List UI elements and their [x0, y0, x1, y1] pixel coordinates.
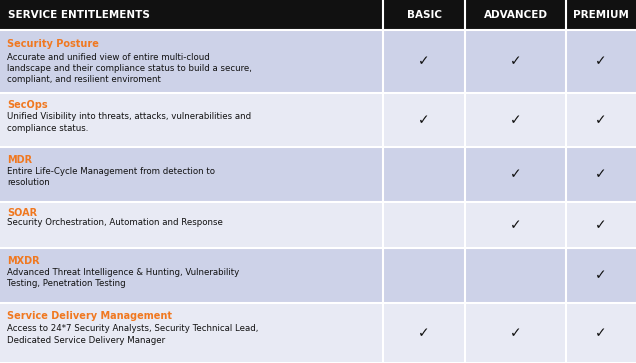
Text: ✓: ✓ — [595, 218, 607, 232]
Text: PREMIUM: PREMIUM — [573, 10, 629, 20]
Bar — [566, 147, 636, 202]
Bar — [566, 248, 636, 303]
Text: BASIC: BASIC — [406, 10, 441, 20]
Text: ✓: ✓ — [418, 113, 430, 127]
Text: SOAR: SOAR — [7, 208, 37, 218]
Bar — [383, 202, 465, 248]
Bar — [0, 93, 383, 147]
Text: ✓: ✓ — [509, 113, 522, 127]
Text: MXDR: MXDR — [7, 256, 39, 266]
Bar — [383, 30, 465, 93]
Text: SecOps: SecOps — [7, 100, 48, 110]
Text: ✓: ✓ — [595, 113, 607, 127]
Bar — [383, 248, 465, 303]
Bar — [383, 93, 465, 147]
Bar — [0, 202, 383, 248]
Bar — [383, 147, 465, 202]
Bar — [0, 303, 383, 363]
Text: Security Posture: Security Posture — [7, 39, 99, 49]
Text: ✓: ✓ — [509, 54, 522, 68]
Text: ✓: ✓ — [509, 218, 522, 232]
Bar — [465, 303, 566, 363]
Bar — [465, 0, 566, 30]
Bar — [0, 248, 383, 303]
Bar — [383, 303, 465, 363]
Text: ADVANCED: ADVANCED — [483, 10, 548, 20]
Text: Security Orchestration, Automation and Response: Security Orchestration, Automation and R… — [7, 219, 223, 228]
Bar — [465, 30, 566, 93]
Bar — [0, 147, 383, 202]
Text: ✓: ✓ — [595, 268, 607, 282]
Bar — [465, 93, 566, 147]
Text: ✓: ✓ — [595, 326, 607, 340]
Text: Advanced Threat Intelligence & Hunting, Vulnerability
Testing, Penetration Testi: Advanced Threat Intelligence & Hunting, … — [7, 268, 239, 288]
Text: ✓: ✓ — [418, 326, 430, 340]
Text: Access to 24*7 Security Analysts, Security Technical Lead,
Dedicated Service Del: Access to 24*7 Security Analysts, Securi… — [7, 325, 258, 345]
Text: SERVICE ENTITLEMENTS: SERVICE ENTITLEMENTS — [8, 10, 150, 20]
Bar — [566, 30, 636, 93]
Bar — [566, 0, 636, 30]
Bar — [566, 93, 636, 147]
Bar — [566, 202, 636, 248]
Text: ✓: ✓ — [595, 167, 607, 182]
Bar — [465, 202, 566, 248]
Text: Accurate and unified view of entire multi-cloud
landscape and their compliance s: Accurate and unified view of entire mult… — [7, 53, 252, 85]
Bar — [383, 0, 465, 30]
Text: MDR: MDR — [7, 155, 32, 165]
Text: Service Delivery Management: Service Delivery Management — [7, 311, 172, 321]
Text: ✓: ✓ — [509, 167, 522, 182]
Text: Unified Visibility into threats, attacks, vulnerabilities and
compliance status.: Unified Visibility into threats, attacks… — [7, 112, 251, 133]
Bar — [465, 248, 566, 303]
Bar — [0, 30, 383, 93]
Text: Entire Life-Cycle Management from detection to
resolution: Entire Life-Cycle Management from detect… — [7, 167, 215, 187]
Text: ✓: ✓ — [418, 54, 430, 68]
Bar — [0, 0, 383, 30]
Bar — [566, 303, 636, 363]
Bar — [465, 147, 566, 202]
Text: ✓: ✓ — [595, 54, 607, 68]
Text: ✓: ✓ — [509, 326, 522, 340]
